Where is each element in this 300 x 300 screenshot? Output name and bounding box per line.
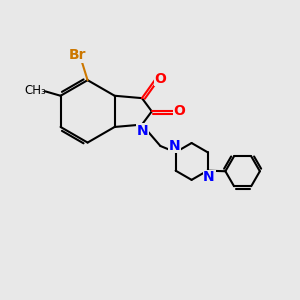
Text: N: N: [168, 139, 180, 153]
Text: O: O: [173, 104, 185, 118]
Text: Br: Br: [69, 49, 86, 62]
Text: CH₃: CH₃: [25, 84, 46, 97]
Text: N: N: [137, 124, 148, 138]
Text: O: O: [154, 71, 166, 85]
Text: N: N: [203, 170, 215, 184]
